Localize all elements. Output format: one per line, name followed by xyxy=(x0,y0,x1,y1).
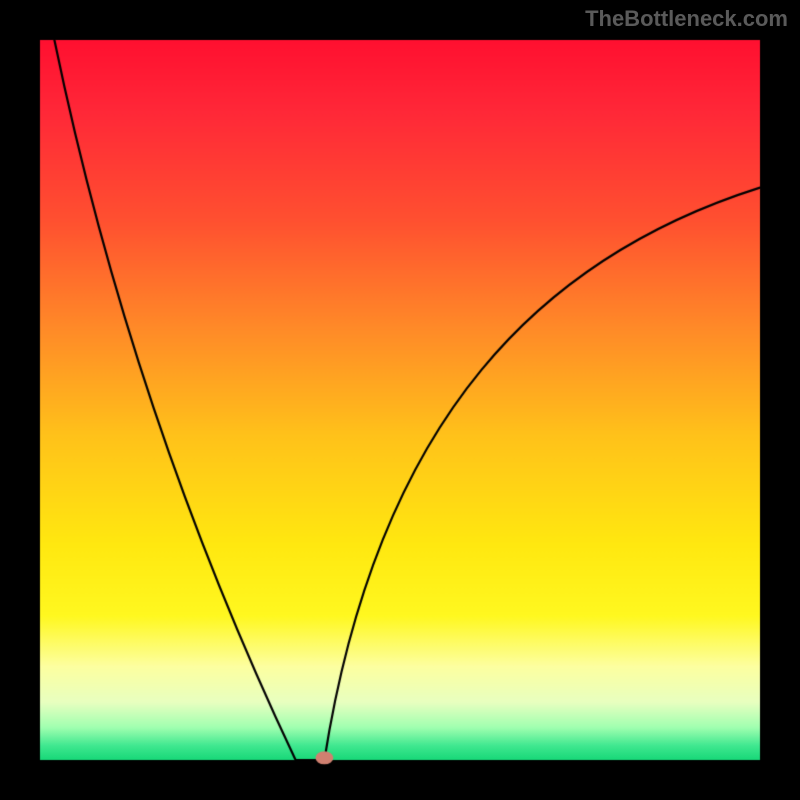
chart-container: TheBottleneck.com xyxy=(0,0,800,800)
watermark-text: TheBottleneck.com xyxy=(585,6,788,32)
bottleneck-curve-plot xyxy=(0,0,800,800)
